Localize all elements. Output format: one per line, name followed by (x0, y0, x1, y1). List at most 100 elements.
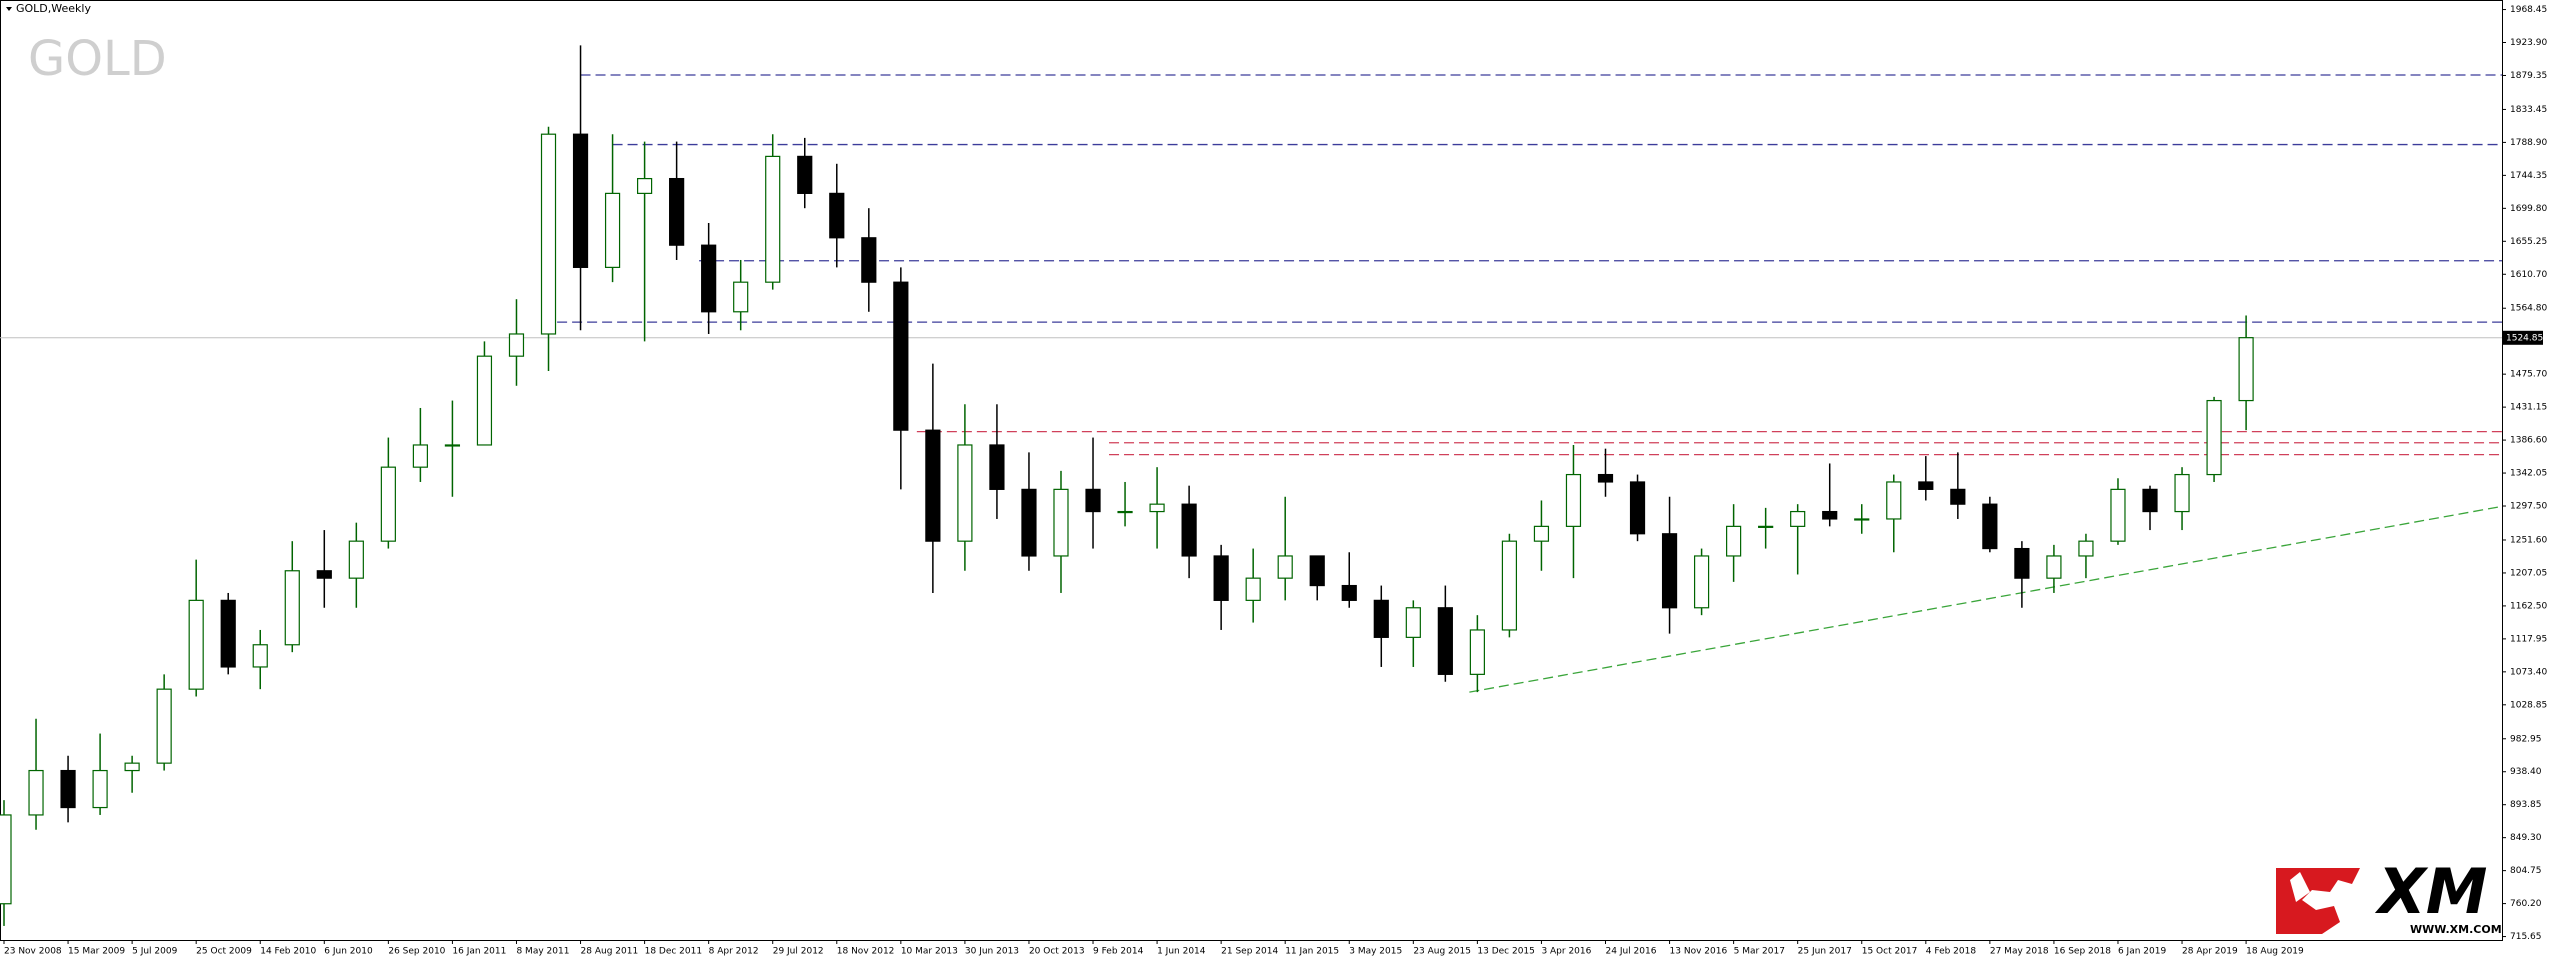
x-tick-label: 24 Jul 2016 (1606, 947, 1657, 957)
candle-body (1950, 488, 1966, 505)
y-tick-label: 1162.50 (2510, 601, 2547, 611)
candle-body (925, 429, 941, 542)
x-tick-label: 9 Feb 2014 (1093, 947, 1144, 957)
candle-body (797, 155, 813, 194)
menu-arrow[interactable] (6, 7, 12, 11)
y-tick-label: 1073.40 (2510, 667, 2547, 677)
y-tick-label: 1028.85 (2510, 700, 2547, 710)
x-tick-label: 28 Apr 2019 (2182, 947, 2238, 957)
candle-body (444, 444, 461, 447)
x-tick-label: 5 Mar 2017 (1734, 947, 1785, 957)
candle-body (1758, 525, 1774, 528)
y-tick-label: 1968.45 (2510, 5, 2547, 15)
x-tick-label: 10 Mar 2013 (901, 947, 958, 957)
candle-body (2174, 473, 2190, 513)
brand-logo: XM WWW.XM.COM (2276, 855, 2502, 936)
x-tick-label: 15 Oct 2017 (1862, 947, 1918, 957)
candle-body (1181, 503, 1197, 557)
candle-body (701, 244, 717, 313)
candle-body (1565, 473, 1582, 527)
x-tick-label: 20 Oct 2013 (1029, 947, 1085, 957)
candle-body (1661, 533, 1678, 609)
y-tick-label: 1655.25 (2510, 237, 2547, 247)
candle-body (1822, 510, 1838, 520)
candle-body (2046, 555, 2062, 579)
y-tick-label: 1744.35 (2510, 171, 2547, 181)
candle-body (124, 762, 140, 772)
candle-body (380, 466, 396, 542)
y-tick-label: 1475.70 (2510, 370, 2547, 380)
y-tick-label: 804.75 (2510, 866, 2542, 876)
candle-body (957, 444, 973, 542)
y-tick-label: 1342.05 (2510, 469, 2547, 479)
candle-body (989, 444, 1005, 490)
x-tick-label: 29 Jul 2012 (773, 947, 824, 957)
candle-body (60, 769, 76, 809)
candle-body (1277, 555, 1293, 579)
x-tick-label: 3 Apr 2016 (1541, 947, 1591, 957)
candle-body (1245, 577, 1261, 601)
candle-body (540, 133, 557, 335)
y-tick-label: 1251.60 (2510, 535, 2547, 545)
candle-body (1213, 555, 1229, 601)
x-tick-label: 18 Dec 2011 (645, 947, 703, 957)
candle-body (252, 644, 268, 668)
candle-body (1886, 481, 1902, 520)
candle-body (1117, 510, 1133, 514)
candle-body (2014, 547, 2030, 579)
candle-body (2206, 399, 2222, 476)
candle-body (1501, 540, 1518, 631)
price-tag: 1524.85 (2506, 333, 2543, 343)
candle-body (1982, 503, 1998, 550)
x-tick-label: 5 Jul 2009 (132, 947, 177, 957)
x-tick-label: 18 Aug 2019 (2246, 947, 2304, 957)
candle-body (220, 599, 236, 668)
candle-body (1533, 525, 1550, 542)
candle-body (28, 769, 44, 816)
candle-body (1629, 481, 1646, 535)
logo-bull (2290, 872, 2310, 902)
x-tick-label: 11 Jan 2015 (1285, 947, 1339, 957)
candle-body (1021, 488, 1037, 557)
y-tick-label: 1699.80 (2510, 204, 2547, 214)
candle-body (1405, 607, 1421, 638)
candle-body (2142, 488, 2158, 513)
candle-body (604, 192, 621, 268)
candle-body (1469, 629, 1485, 675)
candle-body (92, 769, 108, 809)
candle-body (1053, 488, 1069, 557)
candle-body (284, 570, 300, 646)
x-tick-label: 13 Nov 2016 (1670, 947, 1728, 957)
candle-body (1790, 510, 1806, 527)
x-tick-label: 1 Jun 2014 (1157, 947, 1206, 957)
y-tick-label: 1117.95 (2510, 634, 2547, 644)
candle-body (1149, 503, 1165, 513)
y-tick-label: 760.20 (2510, 899, 2542, 909)
logo-url: WWW.XM.COM (2410, 923, 2502, 936)
x-tick-label: 6 Jan 2019 (2118, 947, 2166, 957)
candle-body (765, 155, 781, 283)
x-tick-label: 18 Nov 2012 (837, 947, 895, 957)
x-tick-label: 16 Jan 2011 (452, 947, 506, 957)
x-tick-label: 25 Oct 2009 (196, 947, 252, 957)
x-tick-label: 4 Feb 2018 (1926, 947, 1977, 957)
candle-body (188, 599, 204, 690)
candle-body (1085, 488, 1101, 513)
candle-body (412, 444, 428, 468)
x-tick-label: 25 Jun 2017 (1798, 947, 1852, 957)
x-tick-label: 8 Apr 2012 (709, 947, 759, 957)
x-tick-label: 23 Aug 2015 (1413, 947, 1471, 957)
x-tick-label: 6 Jun 2010 (324, 947, 373, 957)
x-tick-label: 15 Mar 2009 (68, 947, 125, 957)
candle-body (1597, 473, 1614, 483)
candle-body (893, 281, 909, 431)
y-tick-label: 1879.35 (2510, 71, 2547, 81)
trend-line (1469, 505, 2503, 693)
watermark: GOLD (28, 31, 167, 87)
y-tick-label: 1207.05 (2510, 568, 2547, 578)
x-tick-label: 23 Nov 2008 (4, 947, 62, 957)
y-tick-label: 1386.60 (2510, 436, 2547, 446)
candle-body (1918, 481, 1934, 490)
y-tick-label: 982.95 (2510, 734, 2542, 744)
